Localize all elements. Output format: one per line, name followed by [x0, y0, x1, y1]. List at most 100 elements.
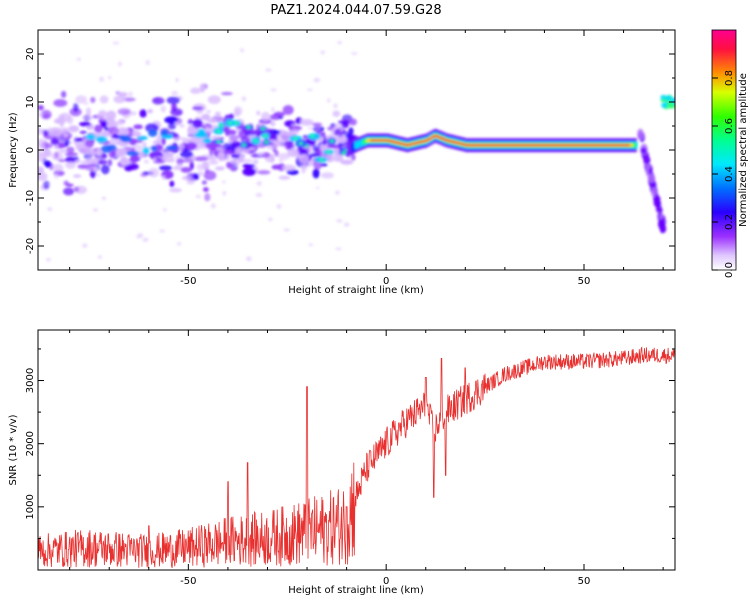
heat-cell	[647, 174, 656, 183]
heat-cell	[90, 96, 96, 103]
snr-frame	[37, 329, 676, 571]
heat-cell	[217, 151, 226, 162]
x-tick-label: 0	[383, 576, 389, 587]
ridge-cell	[474, 144, 478, 147]
heat-cell	[176, 157, 184, 165]
heat-cell	[214, 111, 222, 117]
heat-cell	[178, 142, 185, 151]
heat-cell	[169, 187, 182, 193]
ridge-cell	[562, 144, 566, 147]
ridge-cell	[593, 144, 597, 147]
heat-cell	[341, 121, 349, 129]
heat-cell	[38, 104, 44, 111]
heat-cell	[57, 114, 66, 122]
ridge-cell	[455, 141, 459, 144]
ridge-cell	[519, 144, 523, 147]
heat-cell	[128, 91, 133, 97]
ridge-cell	[624, 144, 628, 147]
heat-cell	[142, 146, 150, 155]
ridge-cell	[366, 138, 370, 142]
ridge-cell	[413, 142, 417, 145]
heat-cell	[131, 130, 139, 136]
heat-cell	[351, 52, 358, 55]
ridge-cell	[429, 137, 433, 139]
snr-ticks: -50 0 50 1000 2000 3000	[25, 330, 675, 587]
heat-cell	[182, 158, 195, 163]
heat-cell	[148, 129, 158, 137]
heat-cell	[287, 142, 295, 151]
heat-cell	[201, 113, 211, 121]
ridge-cell	[479, 144, 483, 147]
ridge-cell	[439, 136, 443, 139]
x-tick-label: 50	[578, 576, 591, 587]
ridge-cell	[500, 144, 504, 147]
heat-cell	[92, 208, 99, 212]
ridge-cell	[489, 144, 492, 147]
heat-cell	[210, 203, 216, 209]
heat-cell	[214, 166, 225, 171]
heat-cell	[209, 160, 219, 165]
heat-cell	[202, 122, 207, 126]
ridge-cell	[403, 143, 407, 146]
ridge-cell	[446, 139, 450, 142]
ridge-cell	[550, 144, 554, 147]
heat-cell	[154, 140, 158, 146]
y-tick-label: -10	[25, 190, 36, 206]
heat-cell	[193, 173, 199, 180]
heat-cell	[335, 190, 340, 195]
heat-cell	[222, 142, 236, 151]
ridge-cell	[460, 143, 464, 145]
heat-cell	[253, 139, 258, 143]
heat-cell	[313, 77, 321, 83]
heat-cell	[333, 103, 338, 109]
heat-cell	[100, 164, 110, 175]
heat-cell	[75, 142, 82, 151]
heat-cell	[50, 138, 60, 145]
heat-cell	[79, 130, 87, 134]
ridge-cell	[565, 144, 568, 147]
heat-cell	[264, 140, 269, 144]
heat-cell	[95, 135, 108, 143]
ridge-cell	[356, 140, 360, 148]
heat-cell	[126, 151, 139, 156]
heat-cell	[60, 90, 67, 98]
snr-series-line	[38, 346, 675, 568]
heat-cell	[246, 125, 251, 129]
y-tick-label: 0	[25, 147, 36, 153]
heat-cell	[333, 147, 340, 154]
heat-cell	[276, 204, 282, 210]
y-tick-label: 3000	[25, 368, 36, 393]
heat-cell	[202, 187, 209, 192]
heat-cell	[38, 166, 45, 174]
heat-cell	[298, 154, 309, 164]
heat-cell	[95, 115, 103, 118]
heat-cell	[339, 128, 344, 132]
heat-cell	[263, 134, 268, 138]
heat-cell	[38, 153, 46, 163]
ridge-cell	[481, 144, 485, 147]
heat-cell	[112, 41, 120, 45]
heat-cell	[203, 170, 217, 181]
ridge-cell	[567, 144, 571, 147]
heat-cell	[278, 159, 284, 163]
ridge-cell	[496, 144, 500, 147]
figure-title: PAZ1.2024.044.07.59.G28	[270, 3, 441, 18]
ridge-cell	[434, 134, 438, 137]
ridge-cell	[600, 144, 604, 147]
heat-cell	[73, 186, 80, 192]
heat-cell	[308, 243, 314, 247]
heat-cell	[185, 142, 198, 150]
heat-cell	[115, 148, 127, 157]
heat-cell	[309, 152, 320, 158]
ridge-cell	[472, 144, 476, 147]
ridge-cell	[448, 140, 452, 143]
ridge-cell	[382, 139, 386, 142]
ridge-cell	[424, 139, 428, 142]
heat-cell	[95, 149, 102, 157]
heat-cell	[290, 128, 300, 135]
heat-cell	[332, 155, 339, 159]
heat-cell	[248, 146, 256, 151]
ridge-cell	[534, 144, 538, 147]
colorbar-ticks: 0.0 0.2 0.4 0.6 0.8	[712, 70, 735, 278]
heat-cell	[202, 138, 212, 144]
